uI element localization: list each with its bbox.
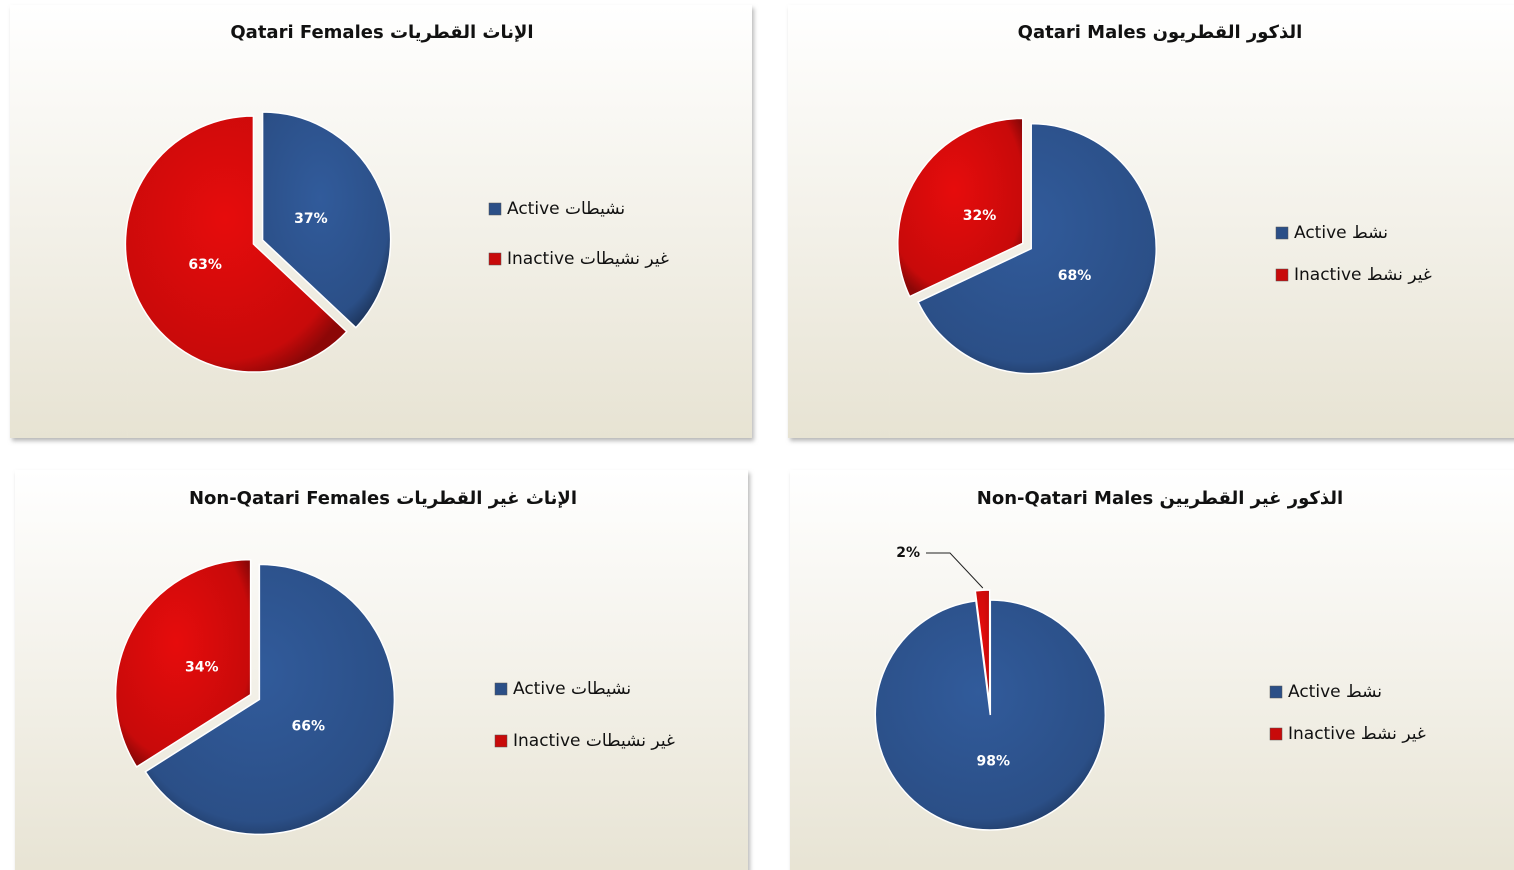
pie-slice: [261, 111, 392, 329]
legend-label: Active نشط: [1288, 682, 1382, 702]
data-label: 68%: [1058, 268, 1092, 284]
chart: Non-Qatari Females الإناث غير القطريات 66…: [15, 470, 748, 870]
chart-title: Qatari Males الذكور القطريون: [1018, 22, 1303, 43]
chart-title: Non-Qatari Females الإناث غير القطريات: [189, 488, 577, 509]
pie-slice: [144, 563, 396, 836]
data-label: 37%: [294, 211, 328, 227]
legend-label: Active نشيطات: [513, 679, 631, 699]
legend-label: Inactive غير نشيطات: [507, 249, 669, 269]
leader-line: [926, 552, 984, 589]
pie-slice: [897, 117, 1024, 298]
chart-title: Non-Qatari Males الذكور غير القطريين: [977, 488, 1343, 509]
legend-label: Active نشيطات: [507, 199, 625, 219]
chart: Qatari Males الذكور القطريون 68% 32% Active…: [788, 5, 1514, 438]
data-label: 32%: [963, 208, 997, 224]
pie-slice: [124, 115, 348, 373]
legend-swatch: [1275, 226, 1289, 240]
legend-label: Inactive غير نشيطات: [513, 731, 675, 751]
legend-swatch: [1269, 727, 1283, 741]
legend-label: Active نشط: [1294, 223, 1388, 243]
chart: Non-Qatari Males الذكور غير القطريين 98% 2…: [790, 470, 1514, 870]
legend-swatch: [494, 734, 508, 748]
data-label: 34%: [185, 660, 219, 676]
pie-slice: [114, 558, 252, 768]
legend-swatch: [494, 682, 508, 696]
legend-label: Inactive غير نشط: [1294, 265, 1432, 285]
legend-swatch: [488, 202, 502, 216]
data-label: 2%: [896, 545, 920, 561]
legend-swatch: [1275, 268, 1289, 282]
pie-slice: [917, 122, 1157, 375]
legend-swatch: [1269, 685, 1283, 699]
legend-swatch: [488, 252, 502, 266]
data-label: 98%: [976, 754, 1010, 770]
legend-label: Inactive غير نشط: [1288, 724, 1426, 744]
data-label: 63%: [188, 257, 222, 273]
pie-slice: [874, 599, 1107, 831]
data-label: 66%: [291, 718, 325, 734]
chart: Qatari Females الإناث القطريات 37% 63% Acti…: [10, 5, 752, 438]
pie-slice: [974, 589, 991, 706]
chart-title: Qatari Females الإناث القطريات: [230, 22, 533, 43]
